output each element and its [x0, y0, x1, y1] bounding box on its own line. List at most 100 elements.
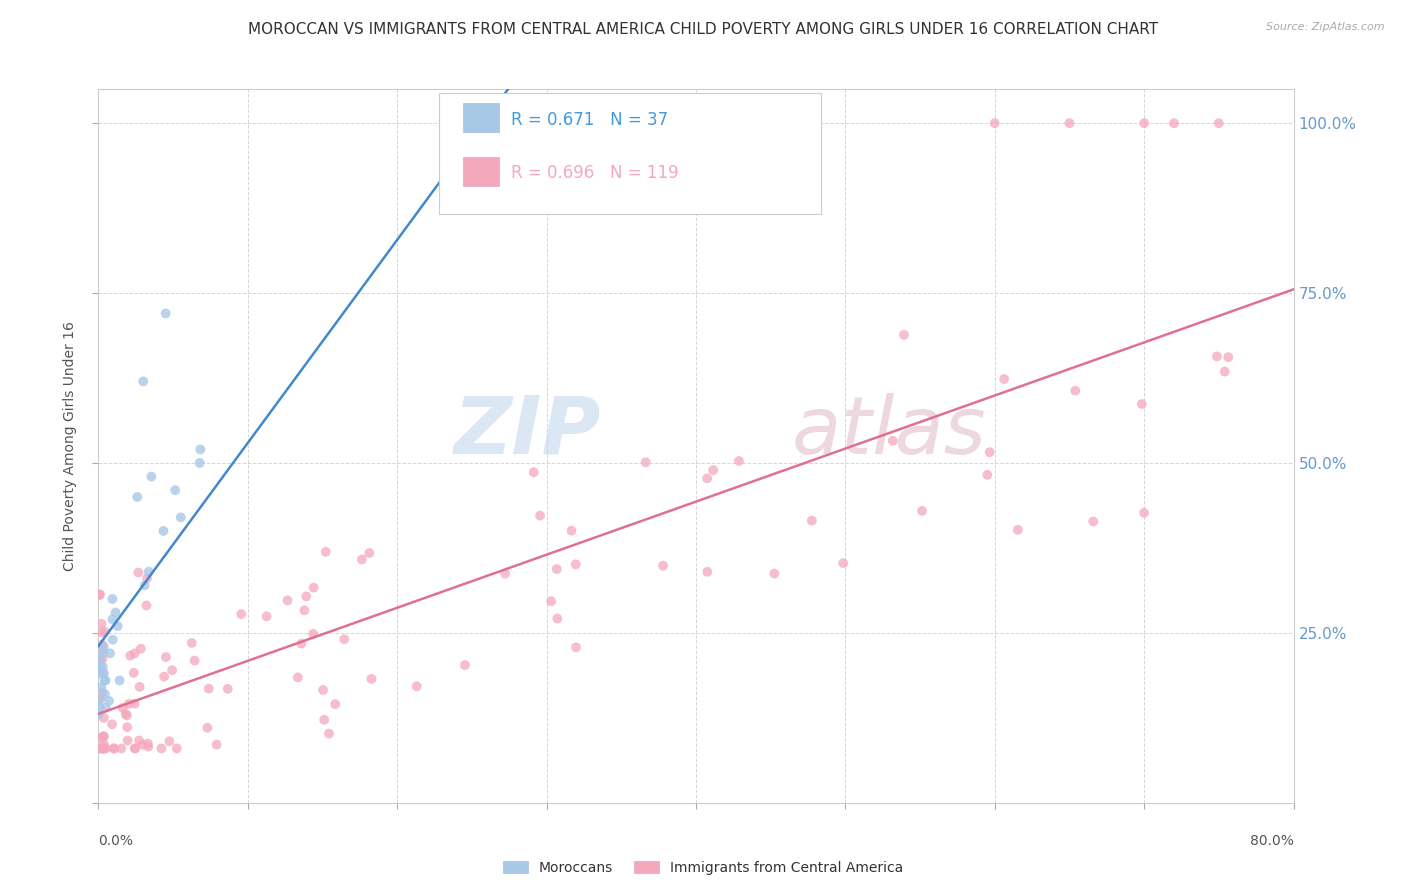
Point	[315, 545, 337, 559]
Point	[1130, 397, 1153, 411]
Point	[1083, 515, 1105, 529]
Point	[188, 456, 211, 470]
Point	[111, 701, 134, 715]
Point	[93, 741, 115, 756]
Point	[90, 741, 112, 756]
Point	[91, 646, 114, 660]
Point	[93, 673, 115, 688]
Point	[360, 672, 382, 686]
Point	[153, 670, 176, 684]
Point	[333, 632, 356, 647]
Point	[103, 741, 125, 756]
Point	[87, 741, 110, 756]
Point	[124, 697, 146, 711]
Point	[91, 642, 114, 657]
Bar	[463, 157, 499, 186]
Point	[94, 624, 117, 639]
Point	[1163, 116, 1185, 130]
Point	[984, 116, 1007, 130]
Point	[652, 558, 675, 573]
Point	[546, 562, 568, 576]
Point	[1064, 384, 1087, 398]
Point	[976, 467, 998, 482]
Point	[634, 455, 657, 469]
Point	[91, 741, 114, 756]
Point	[979, 445, 1001, 459]
Point	[134, 578, 156, 592]
Text: R = 0.671   N = 37: R = 0.671 N = 37	[510, 111, 668, 128]
Point	[118, 697, 141, 711]
Point	[136, 737, 159, 751]
Point	[1213, 365, 1236, 379]
Point	[89, 587, 111, 601]
Point	[89, 666, 111, 681]
Text: ZIP: ZIP	[453, 392, 600, 471]
Point	[104, 606, 127, 620]
Point	[94, 741, 117, 756]
Point	[832, 556, 855, 570]
Point	[90, 625, 112, 640]
Point	[882, 434, 904, 448]
Point	[101, 612, 124, 626]
Point	[696, 565, 718, 579]
Point	[157, 734, 180, 748]
Point	[312, 683, 335, 698]
Point	[110, 741, 132, 756]
Point	[494, 566, 516, 581]
Point	[702, 463, 724, 477]
Point	[91, 665, 114, 680]
Point	[93, 711, 115, 725]
Point	[141, 469, 163, 483]
Point	[87, 707, 110, 722]
Point	[114, 706, 136, 721]
Point	[294, 603, 316, 617]
Point	[129, 641, 152, 656]
Legend: Moroccans, Immigrants from Central America: Moroccans, Immigrants from Central Ameri…	[498, 855, 908, 880]
Point	[91, 651, 114, 665]
Point	[800, 514, 823, 528]
Point	[93, 741, 115, 756]
Point	[560, 524, 582, 538]
Point	[276, 593, 298, 607]
Point	[564, 558, 586, 572]
Point	[90, 652, 112, 666]
Y-axis label: Child Poverty Among Girls Under 16: Child Poverty Among Girls Under 16	[63, 321, 77, 571]
Point	[89, 660, 111, 674]
Point	[115, 708, 138, 723]
Text: 80.0%: 80.0%	[1250, 834, 1294, 848]
Point	[152, 524, 174, 538]
Point	[302, 581, 325, 595]
Point	[197, 681, 219, 696]
Point	[93, 737, 115, 751]
Point	[128, 680, 150, 694]
Point	[318, 726, 340, 740]
Point	[136, 571, 159, 585]
Point	[91, 638, 114, 652]
Point	[1208, 116, 1230, 130]
Point	[127, 566, 149, 580]
Point	[911, 504, 934, 518]
Bar	[463, 103, 499, 132]
Point	[893, 328, 915, 343]
Point	[405, 679, 427, 693]
Point	[155, 650, 177, 665]
Point	[287, 670, 309, 684]
Point	[160, 663, 183, 677]
Point	[93, 666, 115, 681]
Point	[217, 681, 239, 696]
Point	[1218, 350, 1240, 364]
Point	[350, 552, 373, 566]
Point	[89, 691, 111, 706]
Point	[166, 741, 188, 756]
Point	[1133, 506, 1156, 520]
Point	[93, 730, 115, 744]
Point	[302, 627, 325, 641]
Point	[256, 609, 278, 624]
Point	[546, 611, 568, 625]
Point	[1059, 116, 1081, 130]
Point	[540, 594, 562, 608]
Point	[87, 694, 110, 708]
Point	[696, 471, 718, 485]
Point	[101, 717, 124, 731]
Point	[94, 687, 117, 701]
